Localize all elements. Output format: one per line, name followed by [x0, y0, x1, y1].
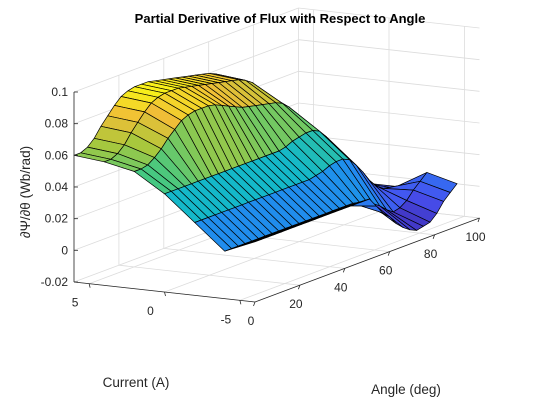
x-tick-label: 0 [248, 314, 255, 328]
z-tick-label: 0.1 [51, 85, 68, 99]
grid-line-y-floor [164, 207, 390, 293]
x-tick-mark [253, 301, 256, 307]
grid-line-z-side [298, 7, 480, 29]
grid-line-z-side [298, 134, 480, 156]
y-tick-label: -5 [221, 312, 232, 326]
y-tick-label: 0 [147, 304, 154, 318]
x-tick-label: 60 [379, 264, 393, 278]
y-tick-mark [164, 291, 166, 297]
z-tick-label: 0 [61, 243, 68, 257]
x-tick-mark [477, 217, 480, 223]
z-tick-label: 0.02 [45, 212, 69, 226]
tick-labels: 0 20 40 60 80 100 -5 0 5-0.02 0 0.02 0.04 0.06 0.08 0.… [41, 85, 486, 328]
grid-line-z-side [298, 70, 480, 92]
chart-title: Partial Derivative of Flux with Respect … [135, 11, 426, 26]
x-tick-mark [387, 251, 391, 256]
grid-line-z-side [298, 102, 480, 124]
z-tick-label: 0.04 [45, 180, 69, 194]
x-tick-mark [432, 234, 435, 239]
grid-line-y-floor [239, 215, 465, 301]
x-tick-label: 80 [424, 247, 438, 261]
y-axis-label: Current (A) [103, 375, 170, 390]
surface-patch [224, 238, 263, 252]
y-tick-mark [88, 283, 91, 288]
z-tick-label: -0.02 [41, 275, 69, 289]
surface-mesh [73, 72, 458, 252]
z-axis-label: ∂Ψ/∂θ (Wb/rad) [18, 146, 33, 238]
x-tick-label: 20 [289, 297, 303, 311]
z-tick-label: 0.08 [45, 117, 69, 131]
x-tick-mark [342, 268, 346, 273]
x-axis-line [254, 217, 480, 303]
y-tick-label: 5 [72, 296, 79, 310]
grid-line-z-side [298, 39, 480, 61]
x-tick-label: 40 [334, 280, 348, 294]
y-tick-mark [239, 300, 242, 305]
x-tick-mark [298, 285, 301, 290]
z-tick-label: 0.06 [45, 148, 69, 162]
axes-box [73, 91, 480, 307]
x-tick-label: 100 [465, 230, 485, 244]
grid-line-z-back [73, 7, 299, 93]
x-axis-label: Angle (deg) [371, 382, 441, 397]
